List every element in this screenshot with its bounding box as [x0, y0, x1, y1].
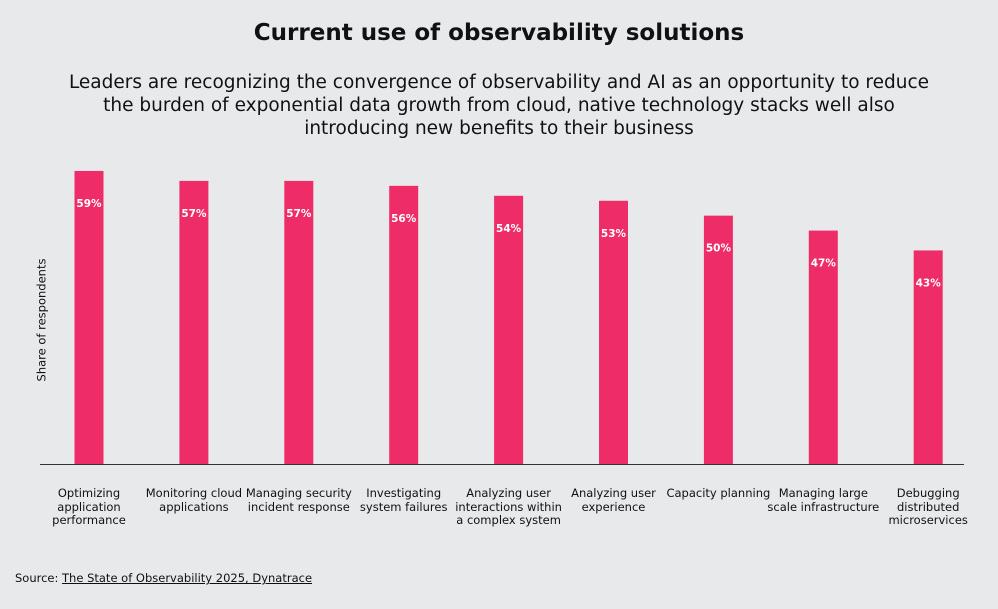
bar: [179, 180, 209, 464]
x-tick-label: Capacity planning: [666, 486, 771, 500]
x-tick-label: Investigating system failures: [359, 486, 448, 514]
x-tick-label: Managing security incident response: [245, 486, 352, 514]
bar: [808, 230, 838, 464]
value-label: 57%: [181, 208, 207, 220]
value-label: 54%: [496, 223, 522, 235]
bar: [74, 170, 104, 464]
bar: [389, 185, 419, 464]
x-tick-label: Managing large scale infrastructure: [767, 486, 880, 514]
y-axis-label: Share of respondents: [35, 259, 49, 382]
x-tick-label: Debugging distributed microservices: [888, 486, 968, 527]
value-label: 47%: [811, 258, 837, 270]
chart-title: Current use of observability solutions: [253, 20, 745, 46]
value-label: 50%: [706, 243, 732, 255]
bar: [703, 215, 733, 464]
value-label: 53%: [601, 228, 627, 240]
source-label: Source:: [15, 571, 59, 585]
x-tick-label: Analyzing user interactions within a com…: [455, 486, 562, 527]
x-tick-label: Optimizing application performance: [52, 486, 126, 527]
bar: [599, 200, 628, 464]
x-tick-label: Monitoring cloud applications: [145, 486, 243, 514]
source: Source: The State of Observability 2025,…: [15, 571, 312, 585]
value-label: 59%: [76, 198, 102, 210]
value-label: 43%: [916, 277, 942, 289]
bar: [494, 195, 524, 465]
chart-subtitle: Leaders are recognizing the convergence …: [68, 72, 930, 139]
source-link[interactable]: The State of Observability 2025, Dynatra…: [62, 571, 313, 585]
value-label: 57%: [286, 208, 312, 220]
bar: [284, 180, 314, 464]
value-label: 56%: [391, 213, 417, 225]
bar: [913, 250, 943, 464]
x-tick-label: Analyzing user experience: [571, 486, 656, 514]
